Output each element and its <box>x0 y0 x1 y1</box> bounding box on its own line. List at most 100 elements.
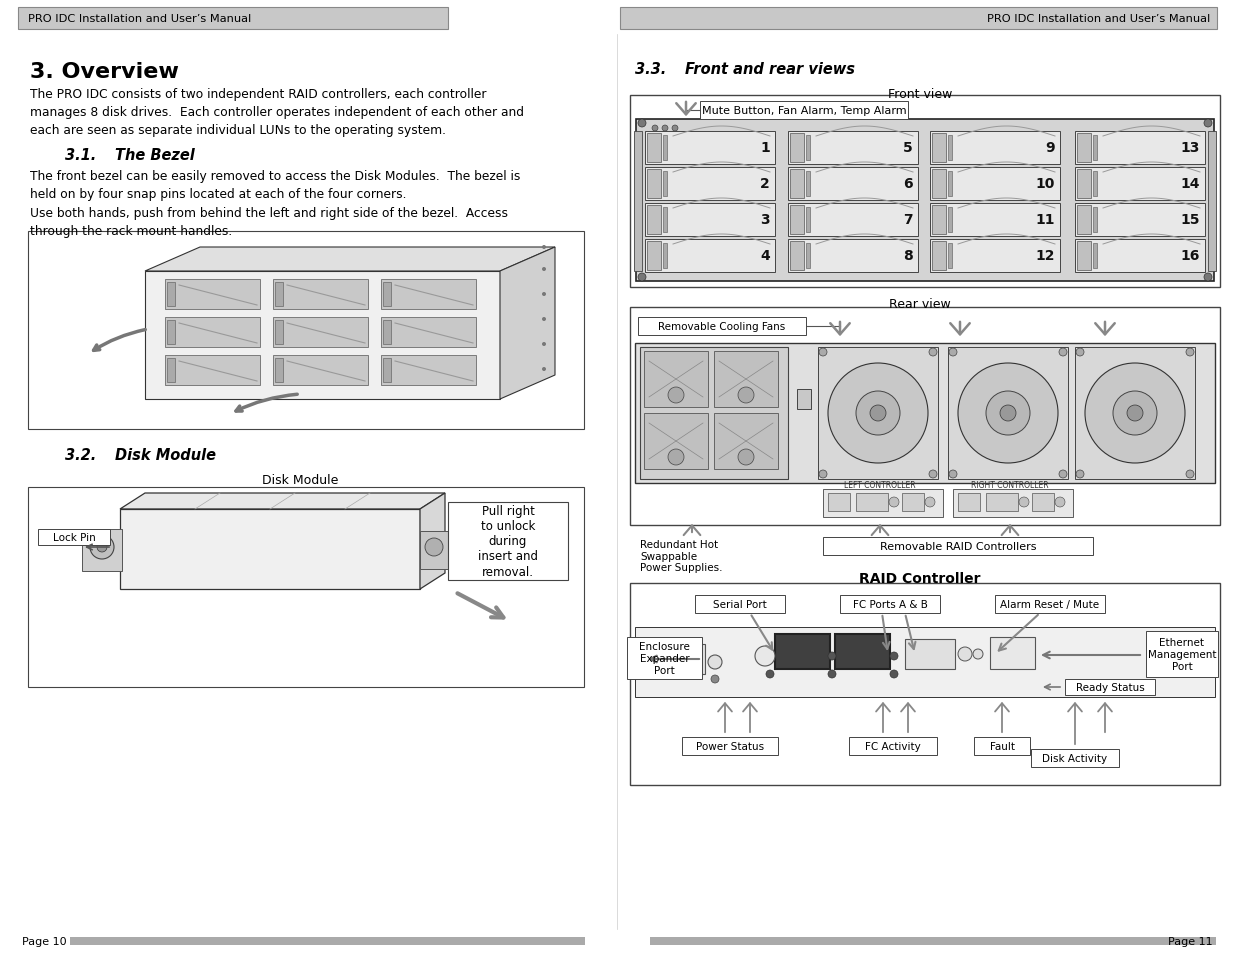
Bar <box>273 280 368 310</box>
Text: 6: 6 <box>903 177 913 192</box>
Text: Front and rear views: Front and rear views <box>685 62 855 77</box>
Text: Removable Cooling Fans: Removable Cooling Fans <box>658 322 785 332</box>
Circle shape <box>890 652 898 660</box>
Text: 1: 1 <box>761 141 769 155</box>
Bar <box>167 358 175 382</box>
Bar <box>932 133 946 163</box>
Bar <box>382 280 475 310</box>
Bar <box>1077 242 1091 271</box>
Bar <box>1077 133 1091 163</box>
Bar <box>790 170 804 199</box>
Bar <box>932 206 946 234</box>
Bar <box>165 280 261 310</box>
Bar <box>645 168 776 201</box>
Text: Lock Pin: Lock Pin <box>53 533 95 542</box>
Bar <box>634 132 642 272</box>
Bar <box>38 530 110 545</box>
Circle shape <box>542 246 546 250</box>
Circle shape <box>542 268 546 272</box>
Bar <box>28 232 584 430</box>
Circle shape <box>958 364 1058 463</box>
Text: Use both hands, push from behind the left and right side of the bezel.  Access
t: Use both hands, push from behind the lef… <box>30 207 508 237</box>
Circle shape <box>827 364 927 463</box>
Bar <box>930 204 1060 236</box>
Text: 7: 7 <box>903 213 913 227</box>
Bar <box>958 494 981 512</box>
Bar <box>663 136 667 161</box>
Text: 5: 5 <box>903 141 913 155</box>
Circle shape <box>827 670 836 679</box>
Bar <box>165 355 261 386</box>
Bar <box>630 308 1220 525</box>
Text: 9: 9 <box>1045 141 1055 155</box>
Circle shape <box>1204 274 1212 282</box>
Circle shape <box>542 317 546 322</box>
Polygon shape <box>144 248 555 272</box>
Bar <box>635 627 1215 698</box>
Bar <box>635 344 1215 483</box>
Bar <box>70 937 585 945</box>
Text: Serial Port: Serial Port <box>713 599 767 609</box>
Text: 11: 11 <box>1035 213 1055 227</box>
Bar <box>790 242 804 271</box>
Bar <box>806 136 810 161</box>
Bar <box>643 352 708 408</box>
Bar <box>797 390 811 410</box>
Bar <box>448 502 568 580</box>
Text: Page 10: Page 10 <box>22 936 67 946</box>
Text: Disk Activity: Disk Activity <box>1042 753 1108 763</box>
Bar <box>1208 132 1216 272</box>
Text: Removable RAID Controllers: Removable RAID Controllers <box>879 541 1036 552</box>
Text: RIGHT CONTROLLER: RIGHT CONTROLLER <box>971 481 1049 490</box>
Circle shape <box>662 126 668 132</box>
Bar <box>650 644 705 675</box>
Circle shape <box>929 349 937 356</box>
Circle shape <box>1076 349 1084 356</box>
Bar <box>905 639 955 669</box>
Circle shape <box>1055 497 1065 507</box>
Bar <box>788 168 918 201</box>
Bar <box>1074 132 1205 165</box>
Circle shape <box>90 536 114 559</box>
Bar <box>382 317 475 348</box>
Bar <box>986 494 1018 512</box>
Bar <box>650 937 1216 945</box>
Bar <box>930 132 1060 165</box>
Bar <box>167 320 175 345</box>
Bar <box>383 283 391 307</box>
Text: PRO IDC Installation and User’s Manual: PRO IDC Installation and User’s Manual <box>987 14 1210 24</box>
Bar <box>273 355 368 386</box>
Circle shape <box>889 497 899 507</box>
Circle shape <box>542 343 546 347</box>
Bar <box>1093 136 1097 161</box>
Circle shape <box>819 471 827 478</box>
Circle shape <box>542 368 546 372</box>
Circle shape <box>948 349 957 356</box>
Circle shape <box>638 120 646 128</box>
Bar <box>788 240 918 273</box>
Bar <box>1031 749 1119 767</box>
Bar <box>806 172 810 196</box>
Text: 8: 8 <box>903 250 913 263</box>
Bar <box>930 168 1060 201</box>
Bar <box>645 132 776 165</box>
Bar <box>382 355 475 386</box>
Text: 3. Overview: 3. Overview <box>30 62 179 82</box>
Bar <box>1074 240 1205 273</box>
Bar <box>645 240 776 273</box>
Circle shape <box>708 656 722 669</box>
Text: 13: 13 <box>1181 141 1200 155</box>
Bar <box>848 738 937 755</box>
Circle shape <box>1076 471 1084 478</box>
Bar <box>974 738 1030 755</box>
Text: RAID Controller: RAID Controller <box>860 572 981 585</box>
Circle shape <box>1186 471 1194 478</box>
Bar <box>273 317 368 348</box>
Bar <box>1093 244 1097 269</box>
Bar <box>790 206 804 234</box>
Bar <box>82 530 122 572</box>
Circle shape <box>1128 406 1144 421</box>
Text: Pull right
to unlock
during
insert and
removal.: Pull right to unlock during insert and r… <box>478 505 538 578</box>
Bar <box>275 320 283 345</box>
Circle shape <box>652 126 658 132</box>
